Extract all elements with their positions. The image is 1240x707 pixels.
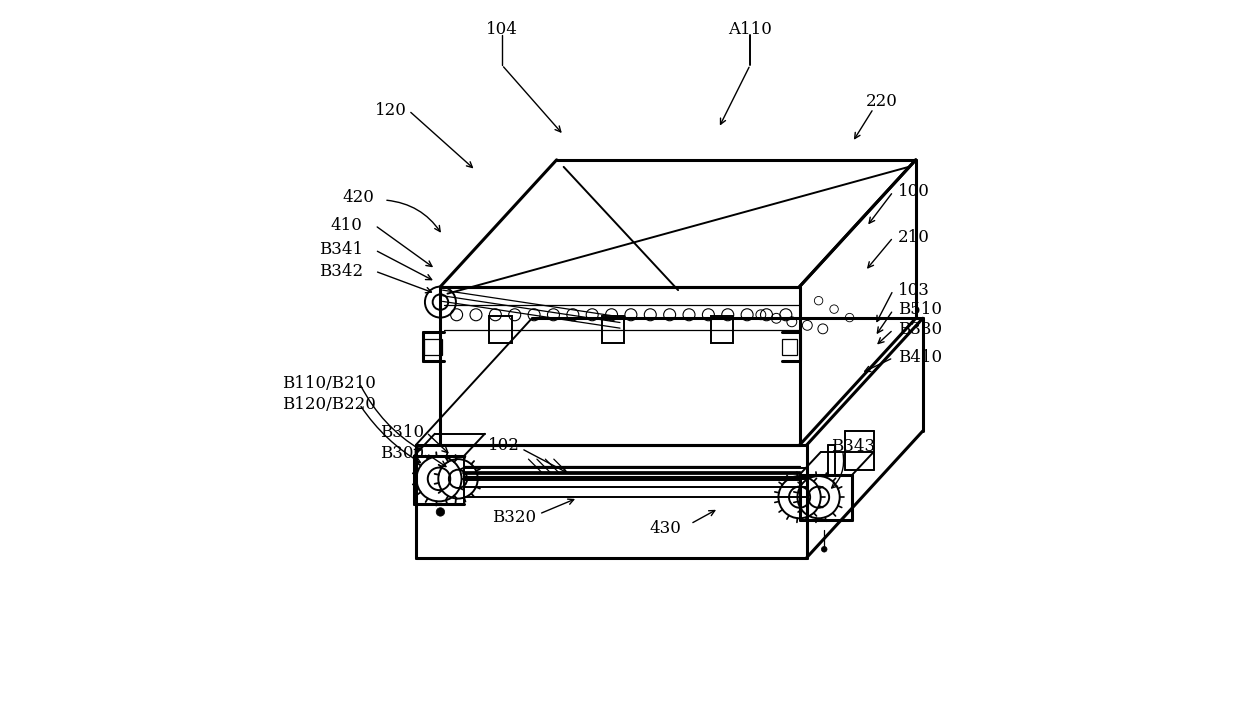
- Text: B120/B220: B120/B220: [281, 396, 376, 413]
- Text: 420: 420: [342, 189, 374, 206]
- Bar: [601, 316, 624, 343]
- Text: A110: A110: [728, 21, 773, 38]
- Text: B110/B210: B110/B210: [281, 375, 376, 392]
- Text: B410: B410: [898, 349, 942, 366]
- Text: B341: B341: [319, 242, 363, 259]
- Text: B330: B330: [898, 321, 942, 338]
- Circle shape: [821, 547, 827, 552]
- Text: 120: 120: [376, 102, 407, 119]
- Text: 104: 104: [486, 21, 517, 38]
- Text: 430: 430: [650, 520, 682, 537]
- Text: B510: B510: [898, 301, 942, 318]
- Bar: [489, 316, 512, 343]
- Bar: [782, 339, 797, 355]
- Text: 410: 410: [331, 217, 362, 234]
- Text: 100: 100: [898, 183, 930, 200]
- Text: B320: B320: [492, 509, 537, 526]
- Text: 210: 210: [898, 229, 930, 246]
- Text: B300: B300: [379, 445, 424, 462]
- Text: 220: 220: [866, 93, 898, 110]
- Bar: [711, 316, 733, 343]
- Text: 103: 103: [898, 281, 930, 298]
- Text: B343: B343: [831, 438, 875, 455]
- Bar: [424, 339, 441, 355]
- Circle shape: [436, 508, 445, 516]
- Text: B342: B342: [319, 262, 363, 279]
- Text: B310: B310: [379, 424, 424, 441]
- Text: 102: 102: [487, 436, 520, 454]
